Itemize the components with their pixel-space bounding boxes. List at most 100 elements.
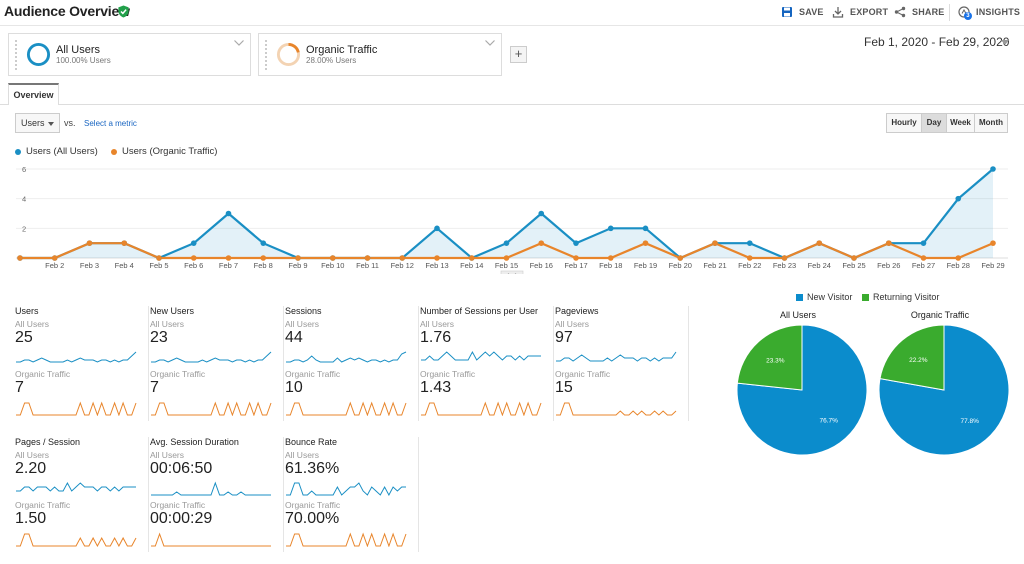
all-users-area: [20, 169, 993, 258]
data-point-all-users[interactable]: [920, 240, 927, 246]
data-point-all-users[interactable]: [434, 225, 440, 232]
toolbar-divider: [949, 4, 950, 21]
metric-card[interactable]: Pageviews All Users 97 Organic Traffic 15: [555, 306, 689, 421]
segment-all-users[interactable]: All Users 100.00% Users: [8, 33, 251, 76]
data-point-organic[interactable]: [156, 255, 162, 261]
data-point-organic[interactable]: [503, 255, 510, 261]
pie-slice-new-visitor[interactable]: [878, 324, 1010, 456]
save-button[interactable]: SAVE: [781, 6, 824, 18]
data-point-organic[interactable]: [225, 255, 232, 261]
data-point-organic[interactable]: [121, 240, 128, 246]
week-button[interactable]: Week: [947, 114, 975, 132]
data-point-organic[interactable]: [468, 255, 475, 261]
data-point-all-users[interactable]: [990, 166, 996, 172]
tab-overview[interactable]: Overview: [8, 83, 59, 105]
pie-slice-new-visitor[interactable]: [736, 324, 868, 456]
data-point-organic[interactable]: [399, 255, 406, 261]
data-point-organic[interactable]: [295, 255, 301, 261]
metric-card[interactable]: Pages / Session All Users 2.20 Organic Traf…: [15, 437, 149, 552]
drag-handle[interactable]: [265, 40, 268, 70]
month-button[interactable]: Month: [975, 114, 1007, 132]
data-point-organic[interactable]: [851, 255, 857, 261]
sparkline-organic: [151, 532, 271, 547]
segment-label: All Users: [420, 319, 455, 329]
metric-dropdown[interactable]: Users: [15, 113, 60, 133]
data-point-organic[interactable]: [260, 255, 267, 261]
data-point-organic[interactable]: [86, 240, 93, 246]
data-point-all-users[interactable]: [642, 225, 649, 232]
metric-name: Bounce Rate: [285, 437, 338, 447]
metric-card[interactable]: Avg. Session Duration All Users 00:06:50 Or…: [150, 437, 284, 552]
data-point-all-users[interactable]: [503, 240, 510, 246]
day-button[interactable]: Day: [922, 114, 947, 132]
pie-slice-returning-visitor[interactable]: [879, 324, 945, 391]
pie-label-returning-visitor: 22.2%: [909, 357, 928, 364]
sparkline-all-users: [151, 351, 272, 363]
data-point-all-users[interactable]: [225, 210, 232, 217]
data-point-all-users[interactable]: [260, 240, 267, 246]
date-range-picker[interactable]: Feb 1, 2020 - Feb 29, 2020: [864, 35, 1010, 49]
x-tick-label: Feb 6: [184, 261, 203, 270]
hourly-button[interactable]: Hourly: [887, 114, 922, 132]
pie-chart-all-users[interactable]: 76.7% 23.3%: [736, 324, 868, 456]
select-metric-link[interactable]: Select a metric: [84, 119, 137, 128]
data-point-organic[interactable]: [920, 255, 927, 261]
metric-card[interactable]: New Users All Users 23 Organic Traffic 7: [150, 306, 284, 421]
data-point-all-users[interactable]: [955, 195, 962, 202]
legend-swatch: [862, 293, 869, 301]
data-point-organic[interactable]: [51, 255, 58, 261]
segment-ring-icon: [276, 42, 301, 67]
segment-label: Organic Traffic: [15, 500, 71, 510]
segment-organic-traffic[interactable]: Organic Traffic 28.00% Users: [258, 33, 502, 76]
data-point-all-users[interactable]: [573, 240, 579, 246]
export-button[interactable]: EXPORT: [832, 6, 888, 18]
metric-card[interactable]: Sessions All Users 44 Organic Traffic 10: [285, 306, 419, 421]
chevron-down-icon: [48, 122, 54, 126]
chevron-down-icon[interactable]: [485, 40, 495, 46]
legend-item-all-users[interactable]: Users (All Users): [15, 146, 98, 157]
data-point-organic[interactable]: [781, 255, 788, 261]
data-point-organic[interactable]: [17, 255, 23, 261]
metric-card[interactable]: Users All Users 25 Organic Traffic 7: [15, 306, 149, 421]
data-point-organic[interactable]: [190, 255, 197, 261]
data-point-organic[interactable]: [538, 240, 545, 246]
data-point-organic[interactable]: [607, 255, 614, 261]
data-point-all-users[interactable]: [607, 225, 614, 232]
sparkline-all-users: [286, 351, 407, 363]
chevron-down-icon[interactable]: [1001, 40, 1009, 45]
segment-label: All Users: [15, 319, 50, 329]
data-point-organic[interactable]: [990, 240, 996, 246]
data-point-all-users[interactable]: [190, 240, 197, 246]
chevron-down-icon[interactable]: [234, 40, 244, 46]
segment-label: Organic Traffic: [150, 500, 206, 510]
metric-card[interactable]: Bounce Rate All Users 61.36% Organic Traffi…: [285, 437, 419, 552]
pie-slice-returning-visitor[interactable]: [736, 324, 803, 391]
legend-item-organic[interactable]: Users (Organic Traffic): [111, 146, 217, 157]
chart-resize-handle[interactable]: [500, 270, 524, 274]
segment-label: Organic Traffic: [15, 369, 71, 379]
drag-handle[interactable]: [15, 40, 18, 70]
data-point-organic[interactable]: [434, 255, 440, 261]
data-point-organic[interactable]: [642, 240, 649, 246]
share-button[interactable]: SHARE: [894, 6, 945, 18]
x-tick-label: Feb 5: [149, 261, 168, 270]
data-point-organic[interactable]: [573, 255, 579, 261]
data-point-organic[interactable]: [712, 240, 718, 246]
data-point-organic[interactable]: [329, 255, 336, 261]
data-point-organic[interactable]: [816, 240, 823, 246]
x-tick-label: Feb 25: [842, 261, 865, 270]
insights-button[interactable]: 3 INSIGHTS: [958, 6, 1020, 20]
data-point-all-users[interactable]: [746, 240, 753, 246]
data-point-organic[interactable]: [955, 255, 962, 261]
x-tick-label: Feb 11: [356, 261, 379, 270]
add-segment-button[interactable]: +: [510, 46, 527, 63]
pie-chart-organic[interactable]: 77.8% 22.2%: [878, 324, 1010, 456]
data-point-organic[interactable]: [746, 255, 753, 261]
data-point-organic[interactable]: [677, 255, 684, 261]
x-tick-label: Feb 19: [634, 261, 657, 270]
data-point-organic[interactable]: [885, 240, 892, 246]
metric-card[interactable]: Number of Sessions per User All Users 1.76…: [420, 306, 554, 421]
data-point-all-users[interactable]: [538, 210, 545, 217]
data-point-organic[interactable]: [364, 255, 371, 261]
